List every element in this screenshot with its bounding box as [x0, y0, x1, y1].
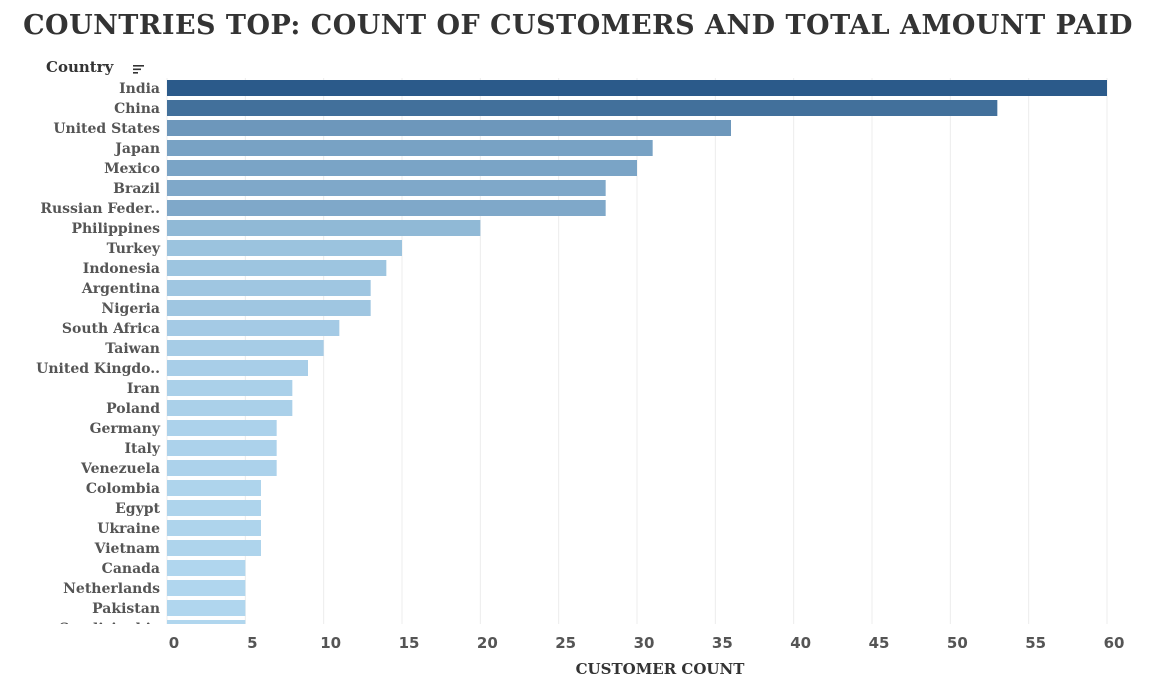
- bar-saudi-arabia[interactable]: [167, 620, 246, 636]
- bar-united-kingdo[interactable]: [167, 360, 308, 376]
- category-label: United States: [53, 121, 160, 137]
- category-label: Indonesia: [83, 261, 160, 277]
- bar-mexico[interactable]: [167, 160, 637, 176]
- bar-germany[interactable]: [167, 420, 277, 436]
- category-label: Mexico: [104, 161, 160, 177]
- bar-russian-feder[interactable]: [167, 200, 606, 216]
- category-label: United Kingdo..: [36, 361, 160, 377]
- bar-united-states[interactable]: [167, 120, 731, 136]
- bar-turkey[interactable]: [167, 240, 402, 256]
- bar-italy[interactable]: [167, 440, 277, 456]
- category-label: Argentina: [81, 281, 160, 297]
- bar-egypt[interactable]: [167, 500, 261, 516]
- bar-south-africa[interactable]: [167, 320, 340, 336]
- grid-lines: [166, 78, 1108, 624]
- x-tick-label: 15: [399, 634, 420, 652]
- x-tick-label: 45: [869, 634, 890, 652]
- category-label: South Africa: [62, 321, 160, 337]
- category-label: Ukraine: [97, 521, 160, 537]
- category-label: Italy: [124, 441, 160, 457]
- bar-poland[interactable]: [167, 400, 293, 416]
- category-label: Nigeria: [101, 301, 160, 317]
- category-label: Philippines: [71, 221, 160, 237]
- x-tick-label: 10: [320, 634, 341, 652]
- category-label: Egypt: [115, 501, 160, 517]
- bar-china[interactable]: [167, 100, 998, 116]
- category-label: Colombia: [86, 481, 160, 497]
- chart-title: COUNTRIES TOP: COUNT OF CUSTOMERS AND TO…: [23, 10, 1133, 41]
- bar-argentina[interactable]: [167, 280, 371, 296]
- category-label: Iran: [127, 381, 160, 397]
- bar-japan[interactable]: [167, 140, 653, 156]
- x-tick-label: 5: [247, 634, 257, 652]
- x-tick-label: 25: [555, 634, 576, 652]
- x-tick-label: 30: [634, 634, 655, 652]
- x-tick-label: 50: [947, 634, 968, 652]
- category-label: Venezuela: [80, 461, 160, 477]
- x-tick-label: 60: [1104, 634, 1125, 652]
- bar-ukraine[interactable]: [167, 520, 261, 536]
- sort-descending-icon[interactable]: [133, 64, 145, 75]
- x-tick-label: 35: [712, 634, 733, 652]
- bar-netherlands[interactable]: [167, 580, 246, 596]
- bar-colombia[interactable]: [167, 480, 261, 496]
- bar-canada[interactable]: [167, 560, 246, 576]
- bar-indonesia[interactable]: [167, 260, 387, 276]
- bar-venezuela[interactable]: [167, 460, 277, 476]
- x-tick-label: 20: [477, 634, 498, 652]
- bar-taiwan[interactable]: [167, 340, 324, 356]
- bar-india[interactable]: [167, 80, 1107, 96]
- row-header-country: Country: [46, 58, 114, 76]
- category-label: Pakistan: [92, 601, 160, 617]
- category-label: Germany: [90, 421, 161, 437]
- bar-philippines[interactable]: [167, 220, 481, 236]
- category-label: Netherlands: [63, 581, 160, 597]
- bars: [167, 80, 1107, 636]
- bar-brazil[interactable]: [167, 180, 606, 196]
- category-label: Turkey: [107, 241, 161, 257]
- category-label: Brazil: [113, 181, 160, 197]
- x-axis-ticks: 0 5 10 15 20 25 30 35 40 45 50 55 60: [169, 634, 1125, 652]
- x-tick-label: 0: [169, 634, 179, 652]
- bar-iran[interactable]: [167, 380, 293, 396]
- category-label: Russian Feder..: [40, 201, 160, 217]
- category-label: Canada: [102, 561, 160, 577]
- category-labels: India China United States Japan Mexico Brazil…: [36, 81, 161, 637]
- category-label: Taiwan: [105, 341, 160, 357]
- category-label: Poland: [106, 401, 160, 417]
- x-tick-label: 55: [1025, 634, 1046, 652]
- bar-pakistan[interactable]: [167, 600, 246, 616]
- category-label: Saudi Arabia: [59, 621, 160, 637]
- bar-vietnam[interactable]: [167, 540, 261, 556]
- x-axis-title: CUSTOMER COUNT: [575, 660, 745, 678]
- category-label: Vietnam: [94, 541, 161, 557]
- category-label: China: [114, 101, 160, 117]
- category-label: India: [119, 81, 160, 97]
- x-tick-label: 40: [790, 634, 811, 652]
- category-label: Japan: [113, 141, 160, 157]
- bar-nigeria[interactable]: [167, 300, 371, 316]
